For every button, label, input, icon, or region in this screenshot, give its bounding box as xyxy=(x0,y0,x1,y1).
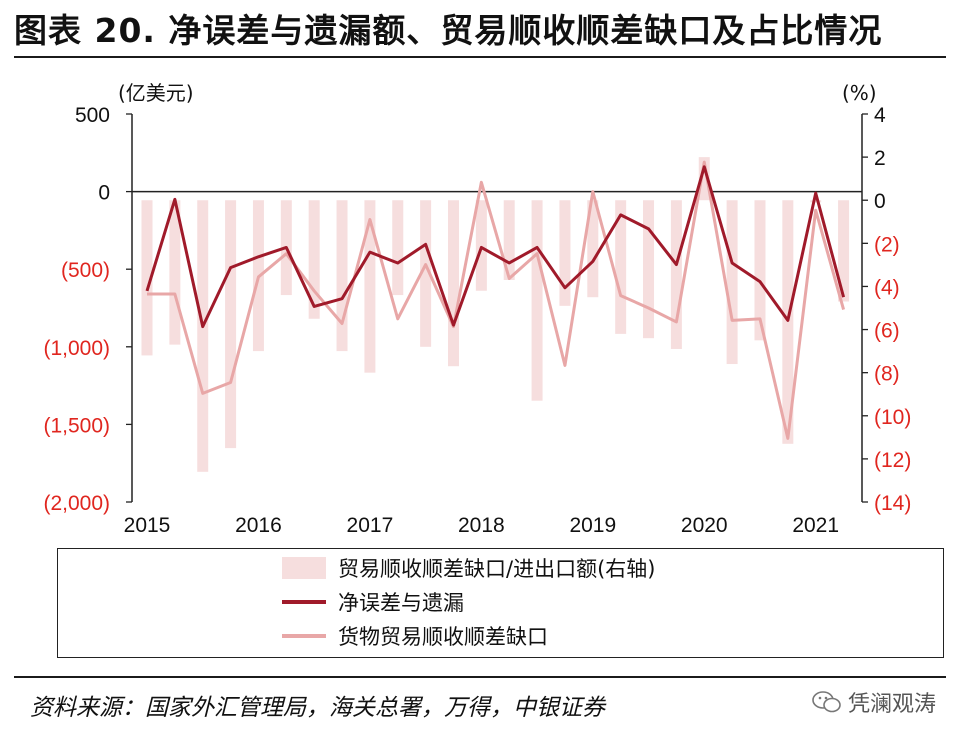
chart-title: 图表 20. 净误差与遗漏额、贸易顺收顺差缺口及占比情况 xyxy=(14,11,883,50)
legend-item-bars: 贸易顺收顺差缺口/进出口额(右轴) xyxy=(282,555,655,581)
right-tick-label: 0 xyxy=(874,190,886,213)
legend-swatch-goods-gap xyxy=(282,634,326,638)
net-error-line xyxy=(145,165,846,329)
left-tick-label: (2,000) xyxy=(43,492,110,515)
right-tick-label: (14) xyxy=(874,492,911,515)
legend-item-net-error: 净误差与遗漏 xyxy=(282,589,464,615)
legend-label-bars: 贸易顺收顺差缺口/进出口额(右轴) xyxy=(338,557,656,581)
right-tick-label: (8) xyxy=(874,363,900,386)
watermark-text: 凭澜观涛 xyxy=(847,692,936,717)
source-note: 资料来源：国家外汇管理局，海关总署，万得，中银证券 xyxy=(30,695,605,721)
left-axis-unit: (亿美元) xyxy=(118,81,194,105)
footer-divider xyxy=(14,676,946,678)
bar-2018Q3 xyxy=(531,200,543,401)
x-tick-label: 2021 xyxy=(792,514,839,537)
bar-2016Q3 xyxy=(308,200,320,319)
right-tick-label: (12) xyxy=(874,449,911,472)
bar-2020Q2 xyxy=(726,200,738,365)
x-tick-label: 2017 xyxy=(347,514,394,537)
right-tick-label: 2 xyxy=(874,147,886,170)
right-tick-label: (6) xyxy=(874,320,900,343)
right-tick-label: (4) xyxy=(874,276,900,299)
bar-2019Q2 xyxy=(615,200,627,334)
left-tick-label: 0 xyxy=(98,182,110,205)
bar-2020Q3 xyxy=(754,200,766,341)
axes: 500 0 (500) (1,000) (1,500) (2,000) 4 2 0 (2) (4) (… xyxy=(43,81,911,537)
legend-label-net-error: 净误差与遗漏 xyxy=(338,591,464,615)
x-tick-label: 2020 xyxy=(681,514,728,537)
bar-2015Q4 xyxy=(225,200,237,449)
bar-2019Q4 xyxy=(670,200,682,349)
bar-2019Q3 xyxy=(643,200,655,339)
right-tick-label: (10) xyxy=(874,406,911,429)
right-axis-unit: (%) xyxy=(842,81,877,105)
bar-2020Q4 xyxy=(782,200,794,444)
bar-2018Q2 xyxy=(503,200,515,280)
bar-2017Q3 xyxy=(420,200,432,347)
title-divider xyxy=(14,56,946,58)
bar-2021Q1 xyxy=(810,200,822,203)
line-series xyxy=(145,160,846,440)
bar-2015Q2 xyxy=(169,200,181,345)
right-tick-label: 4 xyxy=(874,104,886,127)
bar-2017Q4 xyxy=(447,200,459,367)
bar-2019Q1 xyxy=(587,200,599,298)
legend-item-goods-gap: 货物贸易顺收顺差缺口 xyxy=(282,623,548,649)
bar-2021Q2 xyxy=(838,200,850,302)
left-tick-label: (500) xyxy=(61,259,110,282)
goods-gap-line xyxy=(147,160,846,440)
left-tick-label: 500 xyxy=(75,104,110,127)
bar-2018Q1 xyxy=(475,200,487,291)
bar-2017Q2 xyxy=(392,200,404,296)
bar-2015Q3 xyxy=(197,200,209,472)
legend-label-goods-gap: 货物贸易顺收顺差缺口 xyxy=(338,625,548,649)
legend-swatch-net-error xyxy=(282,600,326,604)
x-tick-label: 2015 xyxy=(124,514,171,537)
left-tick-label: (1,000) xyxy=(43,337,110,360)
combo-chart: 500 0 (500) (1,000) (1,500) (2,000) 4 2 0 (2) (4) (… xyxy=(43,81,911,537)
bar-2017Q1 xyxy=(364,200,376,373)
bar-2018Q4 xyxy=(559,200,571,306)
legend: 贸易顺收顺差缺口/进出口额(右轴) 净误差与遗漏 货物贸易顺收顺差缺口 xyxy=(57,548,944,658)
bar-2020Q1 xyxy=(698,157,710,201)
x-tick-label: 2016 xyxy=(235,514,282,537)
x-tick-label: 2018 xyxy=(458,514,505,537)
right-tick-label: (2) xyxy=(874,233,900,256)
legend-swatch-bars xyxy=(282,557,326,579)
watermark: 凭澜观涛 xyxy=(812,686,936,718)
bar-2015Q1 xyxy=(141,200,153,356)
x-tick-label: 2019 xyxy=(569,514,616,537)
left-tick-label: (1,500) xyxy=(43,414,110,437)
bar-2016Q4 xyxy=(336,200,348,352)
wechat-icon xyxy=(812,691,841,713)
bar-series xyxy=(141,157,850,472)
